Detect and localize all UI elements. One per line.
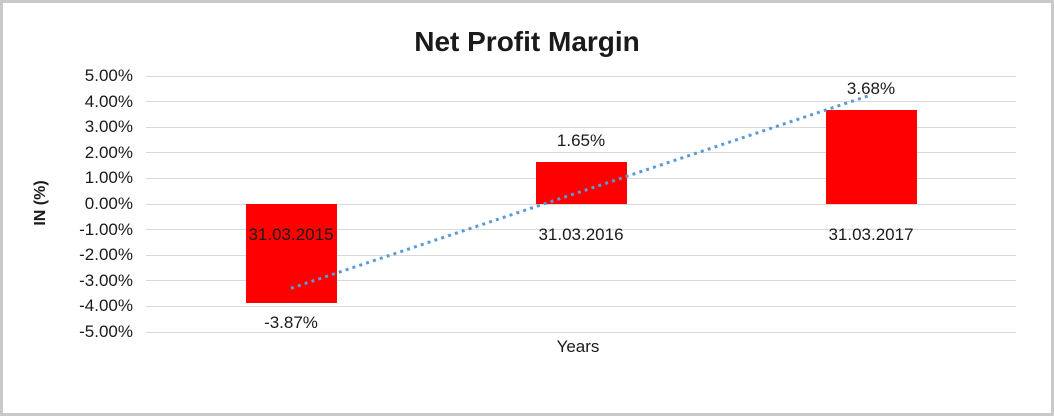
chart-title: Net Profit Margin — [414, 26, 640, 57]
y-axis-tick-label: -2.00% — [79, 245, 133, 265]
gridline — [146, 203, 1016, 205]
bar-31.03.2015 — [245, 204, 337, 304]
gridline — [146, 152, 1016, 154]
y-axis-tick-label: 5.00% — [84, 66, 133, 85]
bar-31.03.2017 — [825, 109, 917, 204]
category-label: 31.03.2015 — [248, 225, 334, 244]
plot-area: 31.03.2015 -3.87% 31.03.2016 1.65% 31.03.201… — [143, 73, 1019, 335]
y-axis-tick-label: 1.00% — [84, 168, 133, 188]
data-label: -3.87% — [264, 313, 318, 333]
gridline — [146, 305, 1016, 307]
gridline — [146, 75, 1016, 77]
y-axis-tick-label: 3.00% — [84, 117, 133, 137]
data-label: 1.65% — [556, 130, 606, 150]
y-axis-tick-label: 0.00% — [84, 194, 133, 213]
gridline — [146, 254, 1016, 256]
bar-31.03.2016 — [535, 161, 627, 204]
y-axis-tick-label: -4.00% — [79, 296, 133, 316]
gridline — [146, 101, 1016, 103]
gridline — [146, 229, 1016, 231]
gridline — [146, 126, 1016, 128]
trendline — [290, 93, 872, 290]
x-axis-title: Years — [556, 337, 600, 356]
y-axis-tick-label: -3.00% — [79, 270, 133, 290]
category-label: 31.03.2017 — [828, 225, 914, 244]
gridline — [146, 280, 1016, 282]
gridline — [146, 331, 1016, 333]
y-axis-tick-label: -1.00% — [79, 219, 133, 239]
y-axis-tick-label: 4.00% — [84, 91, 133, 111]
y-axis-tick-label: -5.00% — [79, 322, 133, 341]
y-axis-title: IN (%) — [32, 180, 49, 226]
data-label: 3.68% — [846, 78, 896, 98]
category-label: 31.03.2016 — [538, 225, 624, 244]
y-axis-tick-label: 2.00% — [84, 142, 133, 162]
